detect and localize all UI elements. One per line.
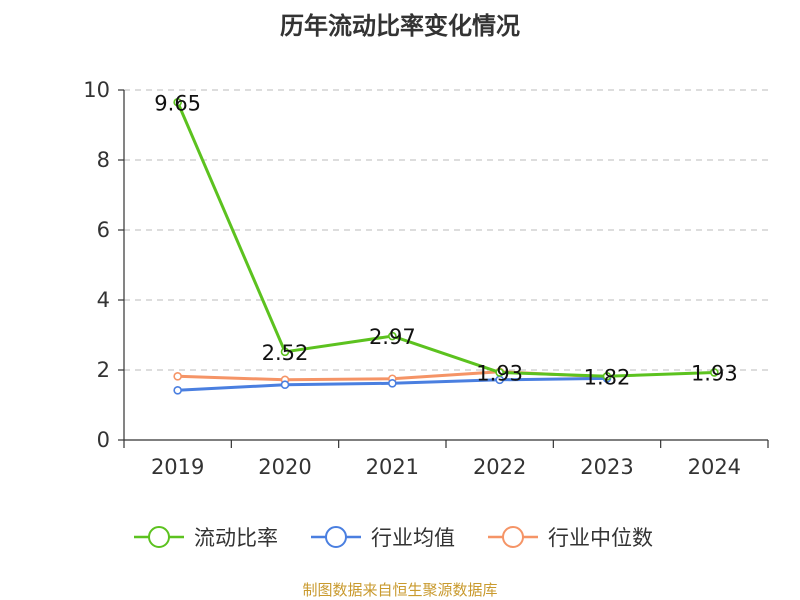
data-label: 1.93 — [691, 361, 738, 385]
legend: 流动比率 行业均值 行业中位数 — [134, 526, 653, 550]
data-label: 1.93 — [476, 361, 523, 385]
source-note: 制图数据来自恒生聚源数据库 — [302, 581, 497, 599]
x-tick-label: 2024 — [688, 455, 741, 479]
data-point — [173, 371, 182, 381]
legend-item-1[interactable]: 流动比率 — [134, 526, 278, 550]
data-point — [280, 347, 290, 357]
plot-area — [173, 97, 719, 395]
data-point — [280, 380, 290, 390]
series-line — [176, 100, 716, 378]
data-label: 2.97 — [369, 325, 416, 349]
y-tick-label: 0 — [97, 428, 110, 452]
x-tick-label: 2019 — [151, 455, 204, 479]
legend-item-3[interactable]: 行业中位数 — [488, 526, 653, 550]
x-tick-label: 2020 — [258, 455, 311, 479]
grid — [124, 89, 768, 371]
y-tick-label: 2 — [97, 358, 110, 382]
axes: 0 2 4 6 8 10 2019 2020 2021 2022 2023 2024 — [83, 78, 769, 479]
data-point — [173, 97, 182, 107]
y-tick-label: 10 — [83, 78, 110, 102]
x-tick-label: 2023 — [580, 455, 633, 479]
data-label: 2.52 — [262, 341, 309, 365]
data-point — [495, 368, 504, 377]
data-point — [602, 371, 612, 381]
legend-marker-icon — [148, 526, 170, 548]
legend-label: 行业均值 — [371, 526, 455, 550]
legend-marker-icon — [502, 526, 524, 548]
chart-title: 历年流动比率变化情况 — [280, 12, 520, 40]
x-tick-label: 2022 — [473, 455, 526, 479]
legend-marker-icon — [325, 526, 347, 548]
y-tick-label: 6 — [97, 218, 110, 242]
data-label: 1.82 — [584, 365, 631, 389]
series-1 — [173, 97, 719, 381]
legend-item-2[interactable]: 行业均值 — [311, 526, 455, 550]
data-point — [173, 385, 182, 395]
data-point — [388, 331, 397, 341]
y-tick-label: 8 — [97, 148, 110, 172]
legend-label: 行业中位数 — [548, 526, 653, 550]
data-point — [388, 378, 397, 388]
legend-label: 流动比率 — [194, 526, 278, 550]
data-labels: 9.65 2.52 2.97 1.93 1.82 1.93 — [154, 91, 737, 389]
y-tick-label: 4 — [97, 288, 110, 312]
x-tick-label: 2021 — [366, 455, 419, 479]
data-label: 9.65 — [154, 91, 201, 115]
data-point — [710, 368, 719, 377]
